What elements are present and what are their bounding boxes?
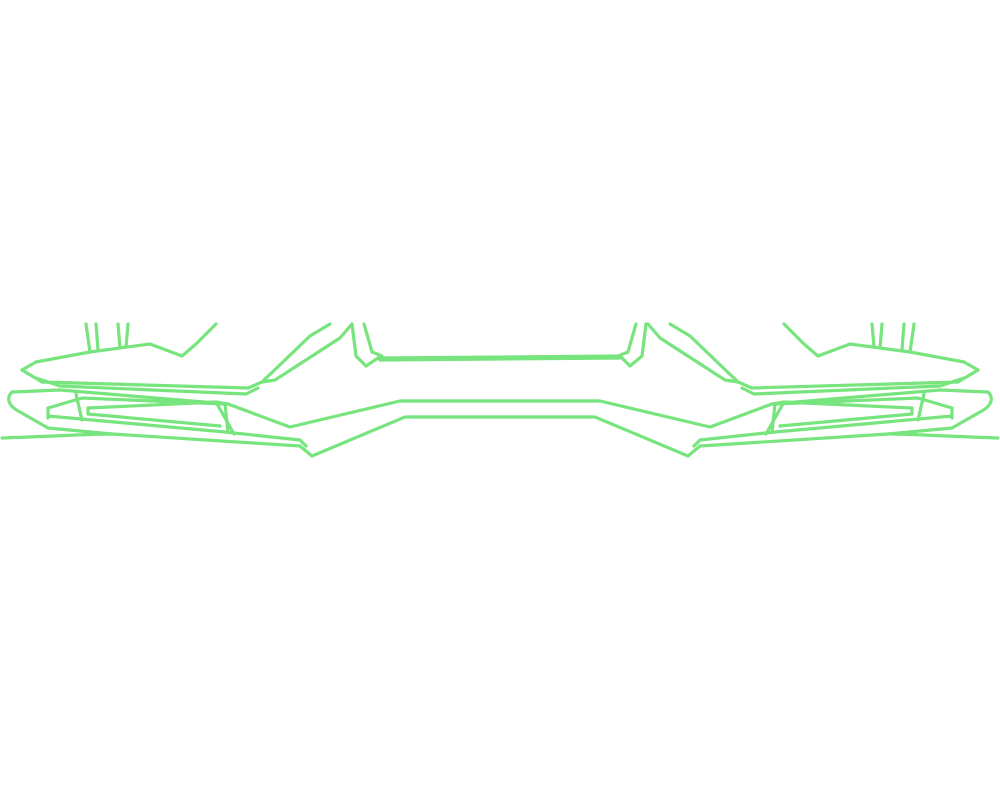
left-splitter-outer <box>7 390 114 436</box>
right-wing-edge <box>740 376 966 396</box>
center-upper-panel <box>350 322 648 368</box>
left-wing-edge <box>34 376 260 396</box>
left-outer-posts <box>84 322 130 354</box>
right-intake-strut <box>764 392 926 436</box>
right-wing-upper <box>782 322 980 372</box>
left-intake-strut <box>74 392 236 436</box>
left-wing-rib <box>260 322 354 384</box>
right-wing-rib <box>646 322 740 384</box>
bumper-center-outline <box>10 388 990 429</box>
center-upper-inner <box>362 322 638 358</box>
center-panel-crease <box>378 356 622 362</box>
right-splitter-outer <box>886 390 993 436</box>
left-wing-upper <box>20 322 218 372</box>
left-splitter-inner <box>46 414 308 448</box>
right-splitter-inner <box>692 414 954 448</box>
bumper-lower-lip <box>0 415 1000 458</box>
right-outer-posts <box>870 322 916 354</box>
